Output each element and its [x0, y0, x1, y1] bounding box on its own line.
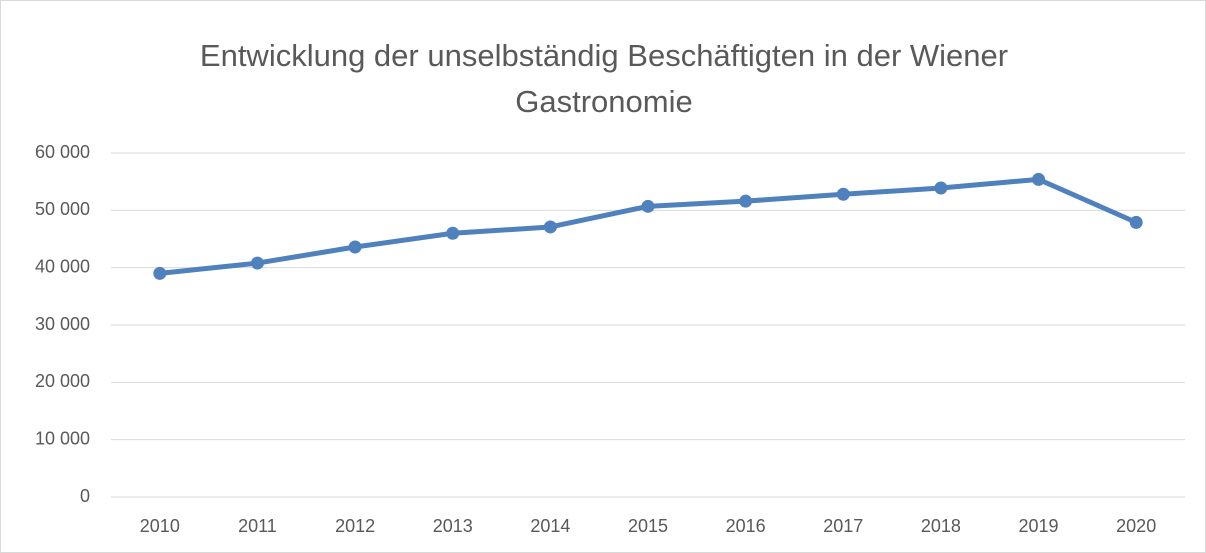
marker — [641, 199, 655, 213]
x-tick-label: 2017 — [823, 516, 863, 536]
x-tick-label: 2014 — [530, 516, 570, 536]
x-tick-label: 2016 — [726, 516, 766, 536]
chart-title: Entwicklung der unselbständig Beschäftig… — [199, 38, 1009, 119]
marker — [1032, 172, 1046, 186]
marker — [250, 256, 264, 270]
y-tick-label: 50 000 — [35, 199, 90, 219]
y-tick-label: 40 000 — [35, 256, 90, 276]
marker — [1129, 215, 1143, 229]
marker — [543, 220, 557, 234]
x-tick-label: 2015 — [628, 516, 668, 536]
y-tick-label: 0 — [80, 486, 90, 506]
marker — [446, 226, 460, 240]
marker — [836, 187, 850, 201]
x-tick-label: 2011 — [238, 516, 277, 536]
x-tick-label: 2010 — [140, 516, 180, 536]
marker — [348, 240, 362, 254]
marker — [739, 194, 753, 208]
line — [159, 176, 1138, 276]
y-tick-label: 20 000 — [35, 371, 90, 391]
marker — [934, 181, 948, 195]
x-tick-label: 2018 — [921, 516, 961, 536]
x-tick-label: 2019 — [1019, 516, 1059, 536]
marker — [153, 266, 167, 280]
y-tick-label: 60 000 — [35, 142, 90, 162]
y-tick-label: 10 000 — [35, 428, 90, 448]
x-tick-label: 2012 — [335, 516, 375, 536]
x-tick-label: 2013 — [433, 516, 473, 536]
x-tick-label: 2020 — [1116, 516, 1156, 536]
y-tick-label: 30 000 — [35, 314, 90, 334]
